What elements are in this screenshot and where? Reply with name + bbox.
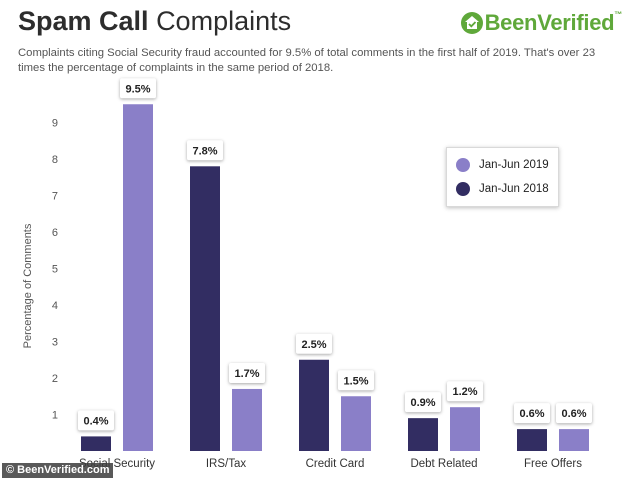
data-label-box — [296, 333, 332, 354]
data-label: 9.5% — [125, 83, 150, 95]
bar-2018 — [299, 359, 329, 451]
beenverified-logo: BeenVerified™ — [460, 8, 623, 38]
data-label-box — [78, 410, 114, 431]
house-check-icon — [460, 12, 483, 34]
bar-2018 — [81, 436, 111, 451]
bar-2019 — [559, 429, 589, 451]
data-label-box — [405, 392, 441, 413]
data-label: 1.2% — [452, 386, 477, 398]
bar-2019 — [232, 388, 262, 451]
data-label: 2.5% — [301, 339, 326, 351]
data-label: 0.6% — [561, 408, 586, 420]
data-label: 0.9% — [410, 397, 435, 409]
y-tick-label: 9 — [52, 118, 58, 130]
legend: Jan-Jun 2019 Jan-Jun 2018 — [446, 147, 559, 207]
data-label-box — [187, 140, 223, 161]
legend-label-2019: Jan-Jun 2019 — [479, 159, 549, 171]
title-bold-part: Spam Call — [18, 6, 149, 36]
data-label-box — [120, 78, 156, 99]
data-label-box — [229, 362, 265, 383]
y-tick-label: 7 — [52, 191, 58, 203]
data-label: 7.8% — [192, 145, 217, 157]
chart-subtitle: Complaints citing Social Security fraud … — [18, 47, 596, 74]
y-tick-label: 8 — [52, 154, 58, 166]
y-tick-label: 6 — [52, 227, 58, 239]
x-category-label: Debt Related — [410, 458, 477, 470]
y-tick-label: 4 — [52, 300, 58, 312]
credit-watermark: © BeenVerified.com — [2, 463, 114, 478]
y-tick-label: 5 — [52, 264, 58, 276]
data-label: 1.5% — [343, 375, 368, 387]
legend-item-2018: Jan-Jun 2018 — [456, 182, 549, 196]
data-label: 1.7% — [234, 368, 259, 380]
bar-2018 — [517, 429, 547, 451]
bar-2019 — [123, 104, 153, 451]
x-category-label: IRS/Tax — [206, 458, 247, 470]
x-category-label: Credit Card — [306, 458, 365, 470]
legend-swatch-2018 — [456, 182, 470, 196]
legend-swatch-2019 — [456, 158, 470, 172]
data-label-box — [556, 403, 592, 424]
x-category-label: Free Offers — [524, 458, 582, 470]
chart-title: Spam Call Complaints — [18, 4, 291, 38]
bar-2018 — [408, 418, 438, 451]
data-label-box — [338, 370, 374, 391]
title-light-part: Complaints — [156, 6, 292, 36]
y-axis-label: Percentage of Comments — [22, 223, 34, 348]
y-tick-label: 2 — [52, 373, 58, 385]
bar-2019 — [341, 396, 371, 451]
legend-item-2019: Jan-Jun 2019 — [456, 158, 549, 172]
brand-name: BeenVerified™ — [484, 10, 623, 35]
data-label-box — [514, 403, 550, 424]
bar-2019 — [450, 407, 480, 451]
y-tick-label: 1 — [52, 410, 58, 422]
data-label: 0.4% — [83, 415, 108, 427]
data-label-box — [447, 381, 483, 402]
legend-label-2018: Jan-Jun 2018 — [479, 183, 549, 195]
data-label: 0.6% — [519, 408, 544, 420]
bar-2018 — [190, 166, 220, 452]
y-tick-label: 3 — [52, 337, 58, 349]
